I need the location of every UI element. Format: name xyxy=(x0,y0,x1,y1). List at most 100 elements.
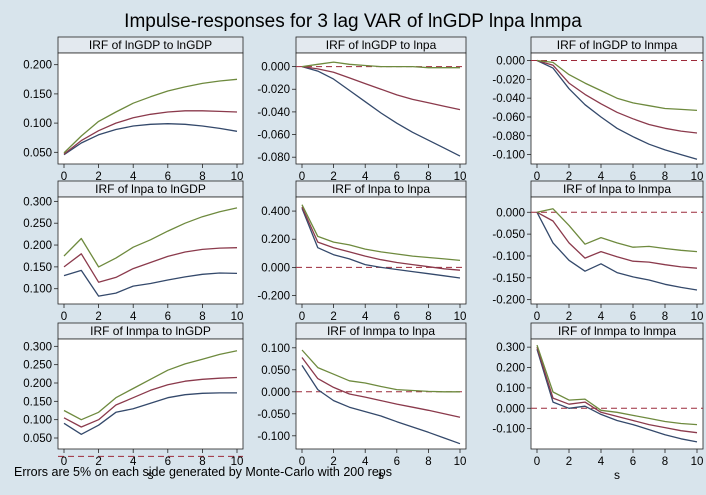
x-tick-label: 10 xyxy=(454,171,467,183)
x-tick-label: 4 xyxy=(598,456,605,468)
x-tick-label: 2 xyxy=(566,311,572,323)
x-tick-label: 2 xyxy=(95,311,101,323)
x-tick-label: 6 xyxy=(165,171,171,183)
y-tick-label: 0.150 xyxy=(23,89,52,101)
x-tick-label: 4 xyxy=(598,171,605,183)
x-tick-label: 2 xyxy=(566,171,572,183)
x-axis-label: s xyxy=(378,468,384,482)
y-tick-label: 0.200 xyxy=(23,378,52,390)
y-tick-label: 0.100 xyxy=(23,284,52,296)
plot-area xyxy=(295,338,467,450)
y-tick-label: -0.100 xyxy=(492,251,525,263)
irf-panel-8: IRF of lnmpa to lnpa 0.100 0.050 0.000 -0.05… xyxy=(257,322,467,482)
figure-title: Impulse-responses for 3 lag VAR of lnGDP… xyxy=(124,11,582,32)
y-tick-label: 0.000 xyxy=(496,56,525,68)
x-tick-label: 10 xyxy=(231,171,244,183)
y-tick-label: -0.100 xyxy=(492,150,525,162)
y-tick-label: 0.000 xyxy=(496,207,525,219)
y-tick-label: -0.080 xyxy=(492,131,525,143)
series-line-irf xyxy=(63,376,238,428)
y-tick-label: -0.040 xyxy=(492,93,525,105)
irf-panel-4: IRF of lnpa to lnGDP 0.100 0.150 0.200 0.250… xyxy=(23,180,244,337)
x-tick-label: 8 xyxy=(199,171,205,183)
x-tick-label: 6 xyxy=(165,456,171,468)
y-tick-label: 0.050 xyxy=(261,365,290,377)
y-tick-label: 0.100 xyxy=(23,415,52,427)
x-tick-label: 0 xyxy=(534,311,540,323)
x-tick-label: 4 xyxy=(130,456,137,468)
panel-title: IRF of lnmpa to lnpa xyxy=(327,324,435,338)
panel-title: IRF of lnpa to lnmpa xyxy=(563,182,671,196)
x-tick-label: 4 xyxy=(362,171,369,183)
irf-panel-6: IRF of lnpa to lnmpa 0.000 -0.050 -0.100 -0.… xyxy=(492,180,704,337)
x-tick-label: 8 xyxy=(662,311,668,323)
panel-title: IRF of lnpa to lnpa xyxy=(332,182,430,196)
y-tick-label: 0.050 xyxy=(23,433,52,445)
y-tick-label: -0.050 xyxy=(257,409,290,421)
y-tick-label: -0.150 xyxy=(492,273,525,285)
x-tick-label: 8 xyxy=(662,171,668,183)
x-axis-label: s xyxy=(148,468,154,482)
irf-panel-3: IRF of lnGDP to lnmpa 0.000 -0.020 -0.040 -0… xyxy=(492,36,704,197)
series-line-irf xyxy=(63,110,238,155)
y-tick-label: 0.150 xyxy=(23,262,52,274)
plot-area xyxy=(57,52,244,165)
x-tick-label: 4 xyxy=(130,311,137,323)
irf-panel-7: IRF of lnmpa to lnGDP 0.050 0.100 0.150 0.20… xyxy=(23,322,244,482)
x-tick-label: 4 xyxy=(362,456,369,468)
panel-title: IRF of lnmpa to lnmpa xyxy=(558,324,676,338)
y-tick-label: -0.020 xyxy=(257,84,290,96)
series-line-upper xyxy=(63,207,238,268)
x-tick-label: 0 xyxy=(61,311,67,323)
y-tick-label: 0.050 xyxy=(23,147,52,159)
y-tick-label: 0.400 xyxy=(261,206,290,218)
x-tick-label: 2 xyxy=(566,456,572,468)
x-tick-label: 2 xyxy=(95,171,101,183)
panel-title: IRF of lnmpa to lnGDP xyxy=(90,324,211,338)
x-tick-label: 6 xyxy=(394,171,400,183)
x-tick-label: 0 xyxy=(61,171,67,183)
series-line-lower xyxy=(536,211,698,291)
series-line-upper xyxy=(536,344,698,426)
x-tick-label: 6 xyxy=(394,311,400,323)
irf-panel-2: IRF of lnGDP to lnpa 0.000 -0.020 -0.040 -0.… xyxy=(257,36,467,197)
x-tick-label: 10 xyxy=(454,311,467,323)
y-tick-label: -0.080 xyxy=(257,152,290,164)
x-tick-label: 8 xyxy=(425,456,431,468)
x-tick-label: 2 xyxy=(330,311,336,323)
x-tick-label: 2 xyxy=(330,456,336,468)
plot-area xyxy=(530,338,704,450)
irf-panel-1: IRF of lnGDP to lnGDP 0.050 0.100 0.150 0.20… xyxy=(23,36,244,197)
x-tick-label: 6 xyxy=(394,456,400,468)
series-line-lower xyxy=(63,123,238,156)
x-tick-label: 10 xyxy=(231,311,244,323)
x-tick-label: 4 xyxy=(598,311,605,323)
series-line-irf xyxy=(536,211,698,269)
series-line-lower xyxy=(536,349,698,443)
x-tick-label: 10 xyxy=(691,311,704,323)
series-line-lower xyxy=(63,392,237,435)
y-tick-label: -0.050 xyxy=(492,229,525,241)
x-tick-label: 10 xyxy=(454,456,467,468)
x-tick-label: 2 xyxy=(95,456,101,468)
panel-title: IRF of lnGDP to lnmpa xyxy=(557,38,678,52)
y-tick-label: -0.040 xyxy=(257,107,290,119)
x-tick-label: 10 xyxy=(691,456,704,468)
x-tick-label: 0 xyxy=(299,171,305,183)
series-line-upper xyxy=(536,59,698,112)
y-tick-label: -0.200 xyxy=(257,291,290,303)
x-tick-label: 10 xyxy=(231,456,244,468)
y-tick-label: 0.300 xyxy=(23,341,52,353)
series-line-lower xyxy=(301,208,461,279)
series-line-upper xyxy=(536,208,698,253)
x-tick-label: 0 xyxy=(299,311,305,323)
y-tick-label: -0.020 xyxy=(492,74,525,86)
y-tick-label: 0.150 xyxy=(23,396,52,408)
y-tick-label: 0.200 xyxy=(496,363,525,375)
x-tick-label: 0 xyxy=(534,456,540,468)
series-line-lower xyxy=(301,65,461,157)
irf-panels: IRF of lnGDP to lnGDP 0.050 0.100 0.150 0.20… xyxy=(23,36,704,482)
y-tick-label: -0.060 xyxy=(257,130,290,142)
